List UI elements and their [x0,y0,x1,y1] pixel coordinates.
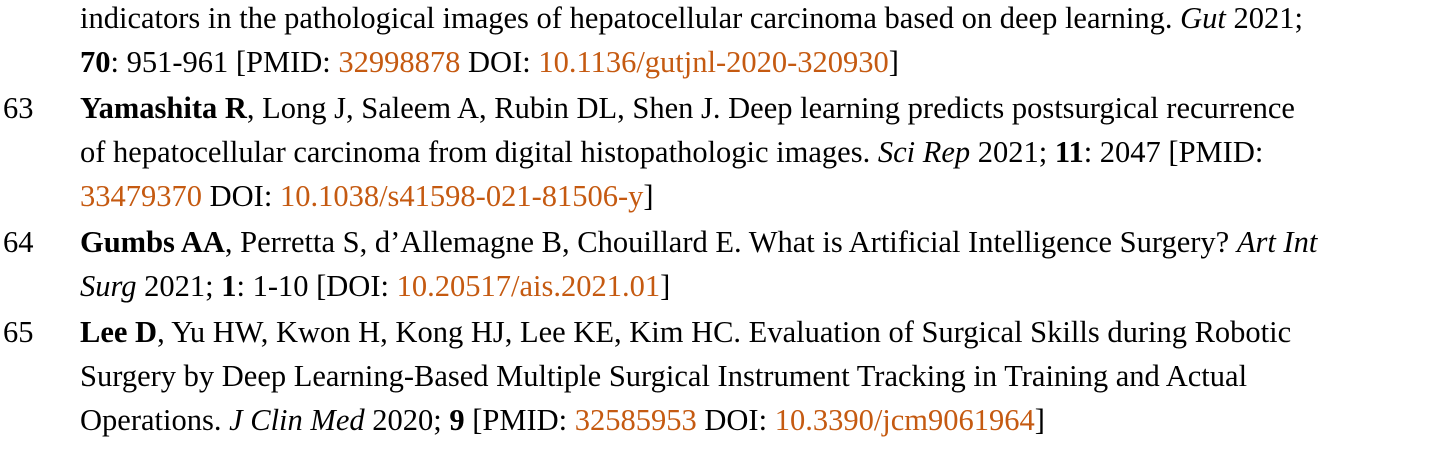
volume-number: 70 [80,45,111,79]
reference-pages: : 1-10 [DOI: [236,269,397,303]
reference-line: 33479370 DOI: 10.1038/s41598-021-81506-y… [80,174,1440,218]
reference-body: indicators in the pathological images of… [80,0,1440,84]
doi-link[interactable]: 10.3390/jcm9061964 [774,403,1035,437]
reference-year: 2020; [364,403,450,437]
closing-bracket: ] [660,269,671,303]
reference-pages: [PMID: [464,403,575,437]
journal-name: Gut [1180,1,1226,35]
journal-name: J Clin Med [229,403,365,437]
reference-text: indicators in the pathological images of… [80,1,1181,35]
reference-text: Surgery by Deep Learning-Based Multiple … [80,359,1248,393]
reference-year: 2021; [136,269,222,303]
reference-pages: : 951-961 [PMID: [110,45,339,79]
doi-label: DOI: [696,403,775,437]
journal-name: Art Int [1236,225,1318,259]
pmid-link[interactable]: 32998878 [338,45,461,79]
closing-bracket: ] [888,45,899,79]
reference-line: Gumbs AA, Perretta S, d’Allemagne B, Cho… [80,220,1440,264]
doi-label: DOI: [202,179,280,213]
closing-bracket: ] [643,179,654,213]
pmid-link[interactable]: 32585953 [574,403,697,437]
journal-name: Sci Rep [877,135,971,169]
reference-line: of hepatocellular carcinoma from digital… [80,130,1440,174]
reference-line: Operations. J Clin Med 2020; 9 [PMID: 32… [80,398,1440,442]
reference-number: 63 [3,91,34,125]
first-author: Yamashita R [80,91,247,125]
reference-year: 2021; [1225,1,1303,35]
reference-line: indicators in the pathological images of… [80,0,1440,40]
doi-link[interactable]: 10.1038/s41598-021-81506-y [279,179,644,213]
doi-link[interactable]: 10.1136/gutjnl-2020-320930 [538,45,889,79]
reference-text: , Perretta S, d’Allemagne B, Chouillard … [224,225,1237,259]
reference-number: 64 [3,225,34,259]
reference-line: Yamashita R, Long J, Saleem A, Rubin DL,… [80,86,1440,130]
first-author: Lee D [80,315,158,349]
reference-text: , Long J, Saleem A, Rubin DL, Shen J. De… [246,91,1295,125]
first-author: Gumbs AA [80,225,225,259]
doi-label: DOI: [460,45,539,79]
reference-body: Gumbs AA, Perretta S, d’Allemagne B, Cho… [80,220,1440,308]
reference-line: Surg 2021; 1: 1-10 [DOI: 10.20517/ais.20… [80,264,1440,308]
reference-body: Yamashita R, Long J, Saleem A, Rubin DL,… [80,86,1440,218]
closing-bracket: ] [1034,403,1045,437]
reference-number: 65 [3,315,34,349]
volume-number: 11 [1054,135,1084,169]
reference-body: Lee D, Yu HW, Kwon H, Kong HJ, Lee KE, K… [80,310,1440,442]
reference-text: , Yu HW, Kwon H, Kong HJ, Lee KE, Kim HC… [157,315,1292,349]
volume-number: 1 [221,269,237,303]
reference-text: of hepatocellular carcinoma from digital… [80,135,878,169]
reference-line: Surgery by Deep Learning-Based Multiple … [80,354,1440,398]
pmid-link[interactable]: 33479370 [80,179,202,213]
journal-name: Surg [80,269,137,303]
reference-line: 70: 951-961 [PMID: 32998878 DOI: 10.1136… [80,40,1440,84]
reference-pages: : 2047 [PMID: [1083,135,1264,169]
reference-text: Operations. [80,403,230,437]
reference-line: Lee D, Yu HW, Kwon H, Kong HJ, Lee KE, K… [80,310,1440,354]
reference-year: 2021; [970,135,1055,169]
volume-number: 9 [449,403,465,437]
doi-link[interactable]: 10.20517/ais.2021.01 [396,269,661,303]
